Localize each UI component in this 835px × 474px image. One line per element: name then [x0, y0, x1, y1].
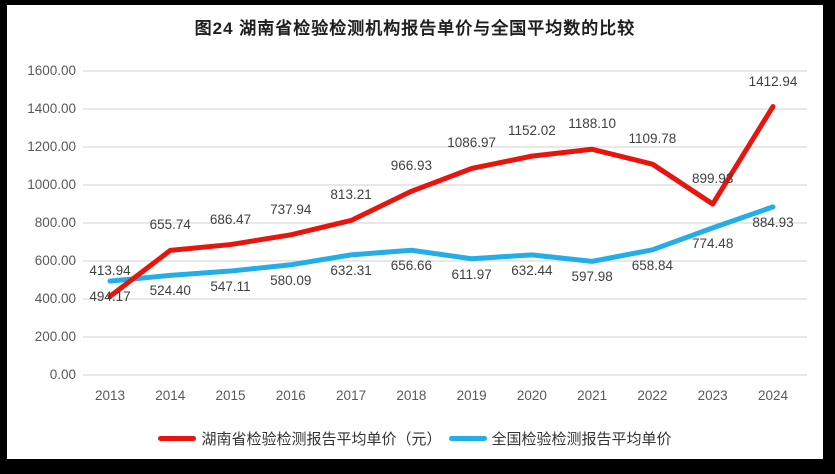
chart-title: 图24 湖南省检验检测机构报告单价与全国平均数的比较 — [194, 19, 636, 38]
legend-label: 全国检验检测报告平均单价 — [491, 431, 672, 448]
y-tick-label: 0.00 — [49, 367, 76, 382]
data-label-series0: 813.21 — [330, 187, 372, 203]
chart-background — [7, 5, 823, 459]
x-tick-label: 2020 — [516, 388, 547, 403]
data-label-series1: 494.17 — [89, 289, 131, 305]
data-label-series0: 966.93 — [390, 158, 432, 174]
x-tick-label: 2017 — [336, 388, 367, 403]
series-line-1 — [107, 204, 776, 284]
data-label-series0: 413.94 — [89, 263, 131, 279]
x-tick-label: 2023 — [697, 388, 728, 403]
x-tick-label: 2013 — [94, 388, 126, 403]
y-tick-label: 800.00 — [34, 215, 76, 230]
x-tick-label: 2016 — [275, 388, 306, 403]
y-tick-label: 200.00 — [34, 329, 76, 344]
data-label-series1: 611.97 — [451, 266, 492, 282]
data-label-series0: 1188.10 — [568, 116, 617, 132]
data-label-series1: 632.44 — [511, 262, 553, 278]
data-label-series1: 774.48 — [692, 235, 734, 251]
data-label-series1: 547.11 — [210, 279, 251, 295]
data-label-series0: 899.93 — [692, 171, 734, 186]
data-label-series0: 1152.02 — [507, 123, 556, 139]
x-tick-label: 2015 — [215, 388, 246, 403]
series-line-0 — [107, 104, 776, 299]
legend-swatch-icon — [448, 436, 487, 441]
data-label-series1: 884.93 — [752, 214, 794, 230]
legend-item-0: 湖南省检验检测报告平均单价（元） — [158, 428, 442, 449]
data-label-series1: 597.98 — [571, 269, 613, 285]
data-label-series0: 1086.97 — [447, 135, 497, 151]
y-tick-label: 600.00 — [34, 253, 76, 268]
x-tick-label: 2021 — [577, 388, 608, 403]
legend-item-1: 全国检验检测报告平均单价 — [448, 428, 672, 449]
data-label-series0: 737.94 — [270, 201, 312, 217]
legend-swatch-icon — [158, 436, 197, 441]
data-label-series0: 655.74 — [149, 217, 191, 233]
y-tick-label: 400.00 — [34, 291, 76, 306]
legend: 湖南省检验检测报告平均单价（元） 全国检验检测报告平均单价 — [7, 428, 823, 449]
x-tick-label: 2014 — [155, 388, 186, 403]
data-label-series1: 658.84 — [631, 257, 674, 273]
data-label-series1: 656.66 — [390, 258, 432, 274]
y-tick-label: 1200.00 — [27, 139, 76, 154]
data-label-series1: 524.40 — [149, 283, 191, 299]
data-label-series0: 1412.94 — [748, 73, 798, 89]
y-tick-label: 1600.00 — [27, 63, 76, 78]
y-tick-label: 1400.00 — [27, 101, 76, 116]
y-tick-label: 1000.00 — [27, 177, 76, 192]
data-label-series1: 580.09 — [270, 272, 312, 288]
x-tick-label: 2024 — [757, 388, 788, 403]
data-label-series0: 1109.78 — [628, 131, 677, 147]
x-tick-label: 2022 — [637, 388, 668, 403]
x-tick-label: 2019 — [456, 388, 487, 403]
data-label-series1: 632.31 — [330, 262, 372, 278]
x-tick-label: 2018 — [396, 388, 427, 403]
legend-label: 湖南省检验检测报告平均单价（元） — [201, 431, 442, 448]
data-label-series0: 686.47 — [209, 211, 252, 227]
